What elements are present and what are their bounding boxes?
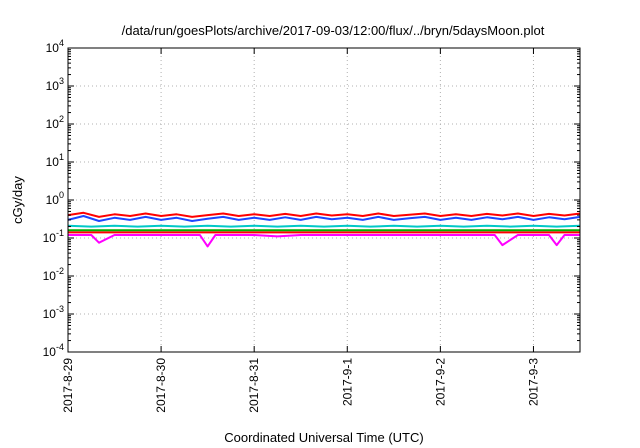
y-tick-label: 103	[46, 76, 64, 93]
ticks	[67, 47, 580, 353]
x-tick-label: 2017-9-1	[340, 358, 354, 406]
y-tick-base: 10	[43, 307, 57, 321]
y-tick-exponent: -3	[56, 304, 64, 314]
y-tick-label: 10-3	[43, 304, 64, 321]
y-tick-base: 10	[46, 79, 60, 93]
y-tick-label: 100	[46, 190, 64, 207]
y-tick-base: 10	[46, 117, 60, 131]
y-tick-base: 10	[46, 155, 60, 169]
y-axis-label: cGy/day	[10, 176, 25, 224]
chart-title: /data/run/goesPlots/archive/2017-09-03/1…	[122, 23, 545, 38]
series-group	[67, 211, 581, 248]
y-tick-label: 10-4	[43, 342, 64, 359]
series-line	[67, 215, 581, 222]
x-tick-label: 2017-9-3	[526, 358, 540, 406]
y-tick-base: 10	[43, 345, 57, 359]
y-tick-exponent: -2	[56, 266, 64, 276]
y-tick-label: 10-2	[43, 266, 64, 283]
x-tick-label: 2017-9-2	[433, 358, 447, 406]
y-tick-label: 10-1	[43, 228, 64, 245]
series-line	[67, 224, 581, 228]
grid	[67, 48, 580, 352]
y-tick-label: 104	[46, 38, 64, 55]
y-tick-base: 10	[43, 269, 57, 283]
y-tick-exponent: 2	[59, 114, 64, 124]
series-line	[67, 211, 581, 218]
y-tick-base: 10	[46, 193, 60, 207]
y-tick-exponent: 1	[59, 152, 64, 162]
y-tick-base: 10	[46, 41, 60, 55]
y-tick-label: 102	[46, 114, 64, 131]
y-tick-exponent: -4	[56, 342, 64, 352]
y-tick-exponent: 3	[59, 76, 64, 86]
y-tick-exponent: 4	[59, 38, 64, 48]
x-axis-label: Coordinated Universal Time (UTC)	[224, 430, 423, 445]
x-tick-label: 2017-8-30	[154, 358, 168, 413]
y-tick-exponent: 0	[59, 190, 64, 200]
x-tick-label: 2017-8-29	[61, 358, 75, 413]
y-tick-base: 10	[43, 231, 57, 245]
series-line	[68, 234, 580, 248]
x-tick-label: 2017-8-31	[247, 358, 261, 413]
y-tick-label: 101	[46, 152, 64, 169]
y-tick-exponent: -1	[56, 228, 64, 238]
x-tick-labels: 2017-8-29 2017-8-30 2017-8-31 2017-9-1 2017-…	[61, 358, 540, 413]
